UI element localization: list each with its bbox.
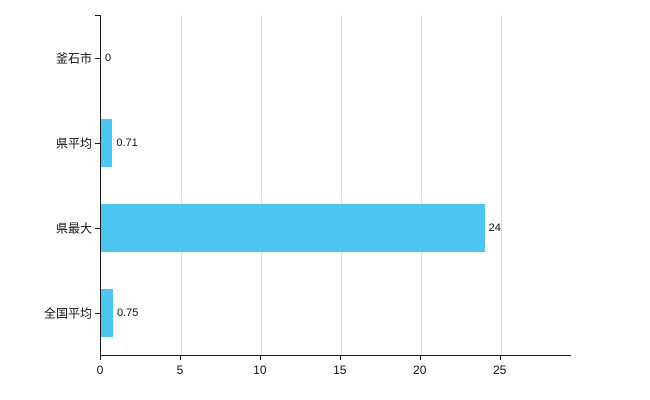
- x-tick: [100, 355, 101, 360]
- y-tick: [95, 57, 100, 59]
- x-tick: [499, 355, 501, 360]
- gridline: [260, 15, 262, 355]
- value-label: 24: [488, 221, 501, 234]
- x-tick-label: 10: [253, 363, 267, 377]
- y-category-label: 県平均: [55, 136, 92, 150]
- y-tick: [95, 312, 100, 314]
- x-tick-label: 25: [492, 363, 507, 377]
- value-label: 0: [105, 51, 112, 64]
- bar-県最大: [101, 203, 485, 252]
- y-tick: [95, 142, 100, 144]
- gridline: [500, 15, 502, 355]
- x-tick-label: 5: [176, 363, 184, 377]
- x-tick: [339, 355, 341, 360]
- bar-全国平均: [101, 288, 113, 337]
- gridline: [420, 15, 422, 355]
- gridline: [180, 15, 182, 355]
- x-tick: [419, 355, 421, 360]
- y-category-label: 釜石市: [55, 51, 92, 65]
- value-label: 0.75: [116, 306, 139, 319]
- y-category-label: 全国平均: [43, 306, 92, 320]
- x-tick-label: 0: [96, 363, 104, 377]
- y-axis-end-tick: [95, 15, 100, 16]
- y-tick: [95, 227, 100, 229]
- y-category-label: 県最大: [55, 221, 92, 235]
- x-tick: [259, 355, 261, 360]
- gridline: [340, 15, 342, 355]
- x-tick-label: 15: [333, 363, 347, 377]
- value-label: 0.71: [116, 136, 138, 149]
- plot-area: 0 0.71 24 0.75: [100, 15, 571, 356]
- x-tick: [179, 355, 181, 360]
- x-tick-label: 20: [413, 363, 427, 377]
- bar-県平均: [101, 118, 113, 167]
